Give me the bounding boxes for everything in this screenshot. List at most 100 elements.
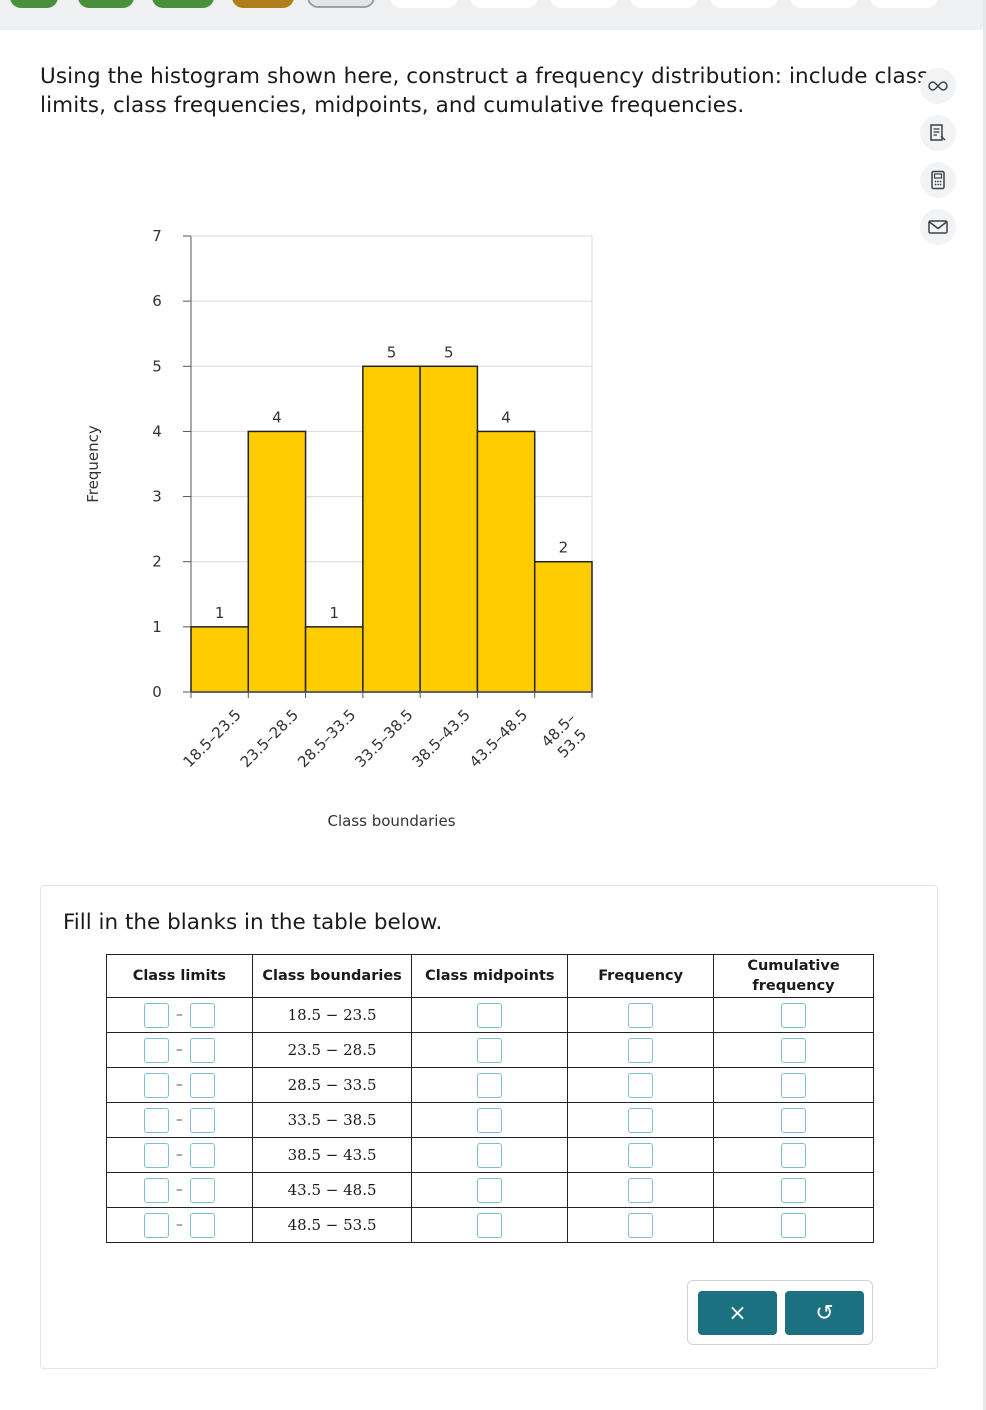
cumulative-frequency-input[interactable]: [781, 1002, 807, 1028]
histogram-chart: 0 1 2 3 4 5 6 7 1 4 1 5 5 4 2 18.5–23.523.5–28.528.5–33…: [84, 227, 593, 830]
clear-button[interactable]: ×: [698, 1291, 777, 1335]
histogram-bar: [476, 430, 536, 693]
midpoint-input[interactable]: [477, 1037, 503, 1063]
midpoint-cell: [411, 997, 569, 1033]
midpoint-input[interactable]: [477, 1002, 503, 1028]
header-cumulative-frequency: Cumulative frequency: [713, 954, 874, 998]
class-limits-cell: –: [106, 1032, 253, 1068]
frequency-input[interactable]: [628, 1177, 654, 1203]
progress-segment: [790, 0, 858, 8]
x-category-label: 18.5–23.5: [179, 706, 244, 771]
y-tick-label: 1: [152, 618, 162, 636]
table-row: – 38.5 − 43.5: [106, 1137, 874, 1173]
bar-value-label: 4: [501, 408, 511, 426]
frequency-input[interactable]: [628, 1142, 654, 1168]
upper-limit-input[interactable]: [189, 1212, 215, 1238]
limit-dash: –: [175, 1042, 183, 1058]
scrollbar-track[interactable]: [983, 0, 986, 1410]
cumulative-frequency-cell: [713, 1137, 874, 1173]
class-limits-cell: –: [106, 1067, 253, 1103]
cumulative-frequency-input[interactable]: [781, 1212, 807, 1238]
progress-segment: [78, 0, 134, 8]
class-boundary-cell: 18.5 − 23.5: [251, 997, 413, 1033]
cumulative-frequency-cell: [713, 1067, 874, 1103]
frequency-table: Class limits Class boundaries Class midp…: [106, 954, 874, 1243]
histogram-bar: [247, 430, 307, 693]
side-toolbar: [920, 68, 960, 256]
x-axis-title: Class boundaries: [327, 812, 455, 830]
cumulative-frequency-input[interactable]: [781, 1177, 807, 1203]
midpoint-input[interactable]: [477, 1072, 503, 1098]
infinity-icon[interactable]: [920, 68, 956, 104]
y-tick-label: 6: [152, 292, 162, 310]
question-text: Using the histogram shown here, construc…: [40, 64, 929, 118]
midpoint-cell: [411, 1137, 569, 1173]
x-category-label: 28.5–33.5: [294, 706, 359, 771]
table-row: – 18.5 − 23.5: [106, 997, 874, 1033]
table-row: – 48.5 − 53.5: [106, 1207, 874, 1243]
answer-card: Fill in the blanks in the table below. C…: [40, 885, 938, 1369]
table-row: – 33.5 − 38.5: [106, 1102, 874, 1138]
lower-limit-input[interactable]: [143, 1212, 169, 1238]
upper-limit-input[interactable]: [189, 1177, 215, 1203]
class-boundary-cell: 23.5 − 28.5: [251, 1032, 413, 1068]
progress-strip: [0, 0, 986, 30]
cumulative-frequency-cell: [713, 1032, 874, 1068]
lower-limit-input[interactable]: [143, 1142, 169, 1168]
midpoint-cell: [411, 1032, 569, 1068]
class-limits-cell: –: [106, 1102, 253, 1138]
limit-dash: –: [175, 1007, 183, 1023]
bar-value-label: 2: [559, 539, 569, 557]
frequency-cell: [567, 1032, 715, 1068]
progress-segment: [10, 0, 58, 8]
lower-limit-input[interactable]: [143, 1037, 169, 1063]
midpoint-input[interactable]: [477, 1142, 503, 1168]
frequency-input[interactable]: [628, 1212, 654, 1238]
cumulative-frequency-input[interactable]: [781, 1142, 807, 1168]
class-boundary-cell: 33.5 − 38.5: [251, 1102, 413, 1138]
table-row: – 23.5 − 28.5: [106, 1032, 874, 1068]
class-boundary-cell: 28.5 − 33.5: [251, 1067, 413, 1103]
header-class-midpoints: Class midpoints: [411, 954, 569, 998]
midpoint-input[interactable]: [477, 1212, 503, 1238]
mail-icon[interactable]: [920, 209, 956, 245]
action-buttons: × ↺: [687, 1280, 873, 1345]
header-class-limits: Class limits: [106, 954, 253, 998]
midpoint-input[interactable]: [477, 1177, 503, 1203]
class-boundary-cell: 48.5 − 53.5: [251, 1207, 413, 1243]
frequency-cell: [567, 1102, 715, 1138]
lower-limit-input[interactable]: [143, 1177, 169, 1203]
y-tick-label: 7: [152, 227, 162, 245]
calculator-icon[interactable]: [920, 162, 956, 198]
upper-limit-input[interactable]: [189, 1037, 215, 1063]
lower-limit-input[interactable]: [143, 1002, 169, 1028]
undo-button[interactable]: ↺: [785, 1291, 864, 1335]
limit-dash: –: [175, 1112, 183, 1128]
bar-value-label: 5: [444, 343, 454, 361]
frequency-cell: [567, 1172, 715, 1208]
y-tick-label: 2: [152, 553, 162, 571]
table-row: – 43.5 − 48.5: [106, 1172, 874, 1208]
limit-dash: –: [175, 1077, 183, 1093]
progress-segment: [630, 0, 698, 8]
class-limits-cell: –: [106, 997, 253, 1033]
notes-icon[interactable]: [920, 115, 956, 151]
lower-limit-input[interactable]: [143, 1072, 169, 1098]
cumulative-frequency-input[interactable]: [781, 1107, 807, 1133]
frequency-input[interactable]: [628, 1002, 654, 1028]
upper-limit-input[interactable]: [189, 1072, 215, 1098]
frequency-input[interactable]: [628, 1107, 654, 1133]
upper-limit-input[interactable]: [189, 1002, 215, 1028]
lower-limit-input[interactable]: [143, 1107, 169, 1133]
upper-limit-input[interactable]: [189, 1142, 215, 1168]
cumulative-frequency-cell: [713, 1207, 874, 1243]
upper-limit-input[interactable]: [189, 1107, 215, 1133]
progress-segment: [152, 0, 214, 8]
cumulative-frequency-input[interactable]: [781, 1037, 807, 1063]
cumulative-frequency-input[interactable]: [781, 1072, 807, 1098]
midpoint-input[interactable]: [477, 1107, 503, 1133]
frequency-input[interactable]: [628, 1037, 654, 1063]
cumulative-frequency-cell: [713, 1102, 874, 1138]
frequency-input[interactable]: [628, 1072, 654, 1098]
midpoint-cell: [411, 1067, 569, 1103]
